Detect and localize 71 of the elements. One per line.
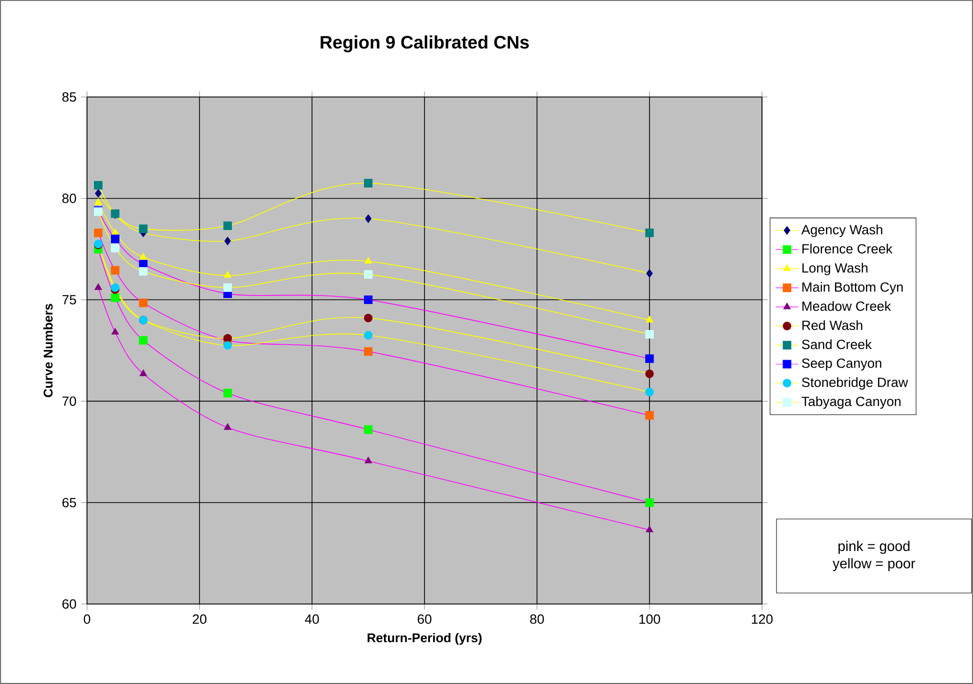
point — [645, 354, 654, 363]
y-tick-label: 75 — [62, 295, 76, 304]
point — [224, 236, 231, 246]
point — [364, 256, 372, 264]
x-tick-label: 20 — [192, 614, 206, 624]
point — [111, 328, 119, 335]
point — [364, 314, 373, 322]
point — [140, 370, 147, 376]
x-tick-label: 60 — [418, 614, 432, 624]
point — [645, 228, 654, 238]
point — [223, 388, 232, 398]
point — [110, 293, 120, 302]
x-tick-label: 100 — [639, 614, 660, 624]
point — [645, 370, 654, 378]
legend-label: Agency Wash — [801, 224, 882, 238]
legend-label: Tabyaga Canyon — [802, 396, 901, 409]
point — [364, 296, 373, 304]
point — [140, 252, 147, 260]
legend-label: Meadow Creek — [802, 301, 891, 311]
point — [645, 388, 654, 396]
point — [646, 526, 654, 532]
text: yellow = poor — [832, 558, 916, 572]
x-tick-label: 0 — [84, 614, 90, 624]
point — [94, 228, 103, 238]
point — [138, 298, 148, 308]
legend-label: Seep Canyon — [802, 358, 882, 371]
point — [224, 271, 232, 278]
chart-title: Region 9 Calibrated CNs — [320, 35, 529, 52]
point — [110, 244, 120, 252]
x-tick-label: 120 — [752, 614, 773, 624]
point — [94, 283, 102, 290]
x-tick-label: 80 — [530, 614, 544, 624]
point — [364, 214, 372, 223]
point — [138, 267, 148, 276]
y-tick-label: 85 — [62, 92, 76, 102]
legend-label: Stonebridge Draw — [802, 377, 908, 390]
point — [224, 423, 232, 430]
legend-label: Sand Creek — [802, 339, 872, 350]
x-tick-label: 40 — [304, 614, 319, 624]
point — [138, 336, 148, 345]
point — [223, 222, 232, 230]
legend-label: Long Wash — [802, 262, 868, 276]
point — [364, 178, 373, 188]
point — [364, 456, 372, 464]
point — [223, 341, 232, 350]
y-tick-label: 60 — [62, 599, 76, 609]
point — [94, 189, 102, 198]
x-axis-title: Return-Period (yrs) — [368, 632, 482, 645]
point — [110, 266, 120, 275]
point — [645, 330, 654, 339]
point — [364, 425, 373, 434]
legend-label: Main Bottom Cyn — [802, 282, 903, 294]
point — [223, 283, 232, 292]
point — [645, 498, 654, 507]
point — [94, 198, 102, 205]
point — [364, 331, 373, 340]
y-tick-label: 70 — [62, 396, 76, 406]
point — [646, 316, 654, 322]
point — [364, 347, 373, 356]
point — [94, 180, 103, 190]
y-tick-label: 65 — [62, 498, 76, 508]
legend-label: Florence Creek — [802, 244, 892, 254]
legend-label: Red Wash — [802, 320, 862, 330]
text: pink = good — [838, 540, 910, 554]
point — [645, 411, 654, 420]
point — [138, 224, 148, 234]
y-tick-label: 80 — [62, 194, 76, 204]
point — [364, 270, 373, 279]
point — [646, 269, 653, 278]
point — [110, 234, 120, 244]
y-axis-title: Curve Numbers — [43, 304, 53, 398]
